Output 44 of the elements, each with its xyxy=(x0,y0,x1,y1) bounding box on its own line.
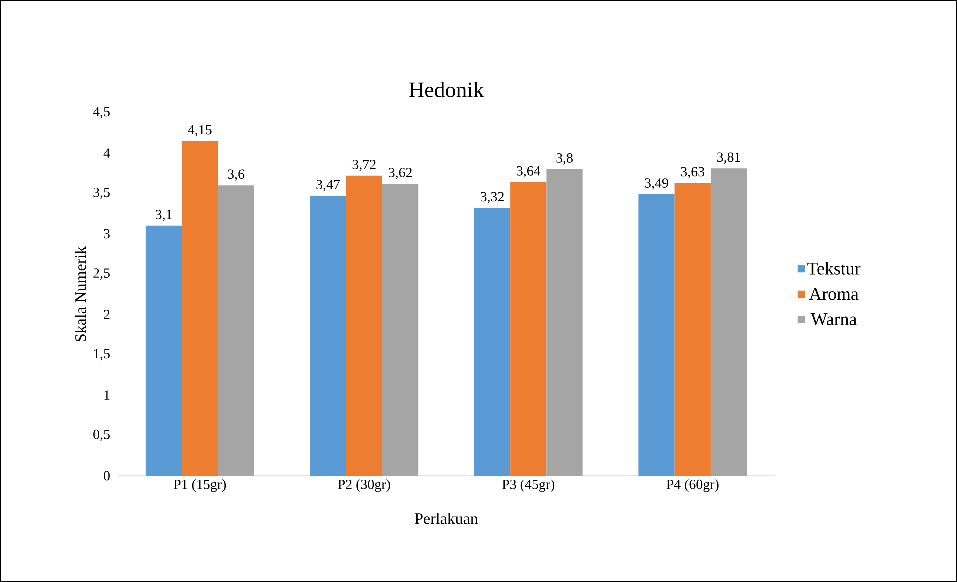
data-label: 3,8 xyxy=(556,154,573,165)
y-tick-label: 1 xyxy=(104,390,110,400)
bar xyxy=(182,141,218,476)
y-tick-label: 3 xyxy=(104,229,110,239)
x-tick-label: P1 (15gr) xyxy=(174,479,226,492)
x-tick-label: P2 (30gr) xyxy=(338,479,390,492)
data-label: 4,15 xyxy=(188,125,212,137)
data-label: 3,62 xyxy=(388,168,412,180)
x-axis-title: Perlakuan xyxy=(415,513,478,524)
bar xyxy=(710,168,748,476)
bar xyxy=(146,226,182,476)
data-label: 3,64 xyxy=(517,166,541,178)
bar xyxy=(310,196,346,476)
bar xyxy=(510,182,547,476)
y-tick-label: 1,5 xyxy=(94,349,110,361)
y-tick-label: 3,5 xyxy=(94,188,110,200)
data-label: 3,81 xyxy=(717,152,740,164)
x-tick-label: P4 (60gr) xyxy=(666,479,719,492)
data-label: 3,32 xyxy=(480,192,504,204)
bar xyxy=(474,208,511,476)
y-tick-label: 4,5 xyxy=(93,107,110,119)
y-tick-label: 2,5 xyxy=(94,268,110,280)
y-tick-label: 0,5 xyxy=(94,430,110,442)
y-axis-title: Skala Numerik xyxy=(74,246,86,342)
bar xyxy=(674,183,711,476)
data-label: 3,72 xyxy=(352,160,376,172)
x-tick-label: P3 (45gr) xyxy=(502,479,555,492)
data-label: 3,6 xyxy=(228,170,245,182)
bar xyxy=(218,186,254,476)
data-label: 3,1 xyxy=(156,210,172,222)
bar xyxy=(382,184,419,476)
y-tick-label: 0 xyxy=(104,471,110,481)
y-tick-label: 2 xyxy=(104,310,110,320)
data-label: 3,63 xyxy=(681,167,705,179)
legend-label: Tekstur xyxy=(808,262,861,275)
bar xyxy=(546,169,583,476)
legend-label: Aroma xyxy=(809,288,859,300)
data-label: 3,49 xyxy=(645,178,668,190)
chart-title: Hedonik xyxy=(409,82,484,98)
bar xyxy=(346,176,382,476)
legend-label: Warna xyxy=(810,313,857,326)
data-label: 3,47 xyxy=(316,180,340,192)
y-tick-label: 4 xyxy=(104,148,110,158)
bar xyxy=(638,194,675,476)
